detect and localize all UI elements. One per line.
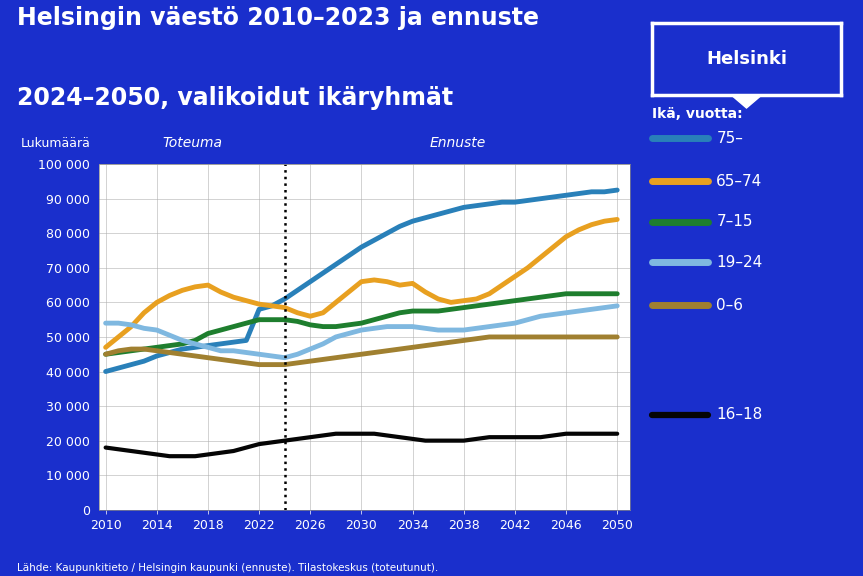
Text: 7–15: 7–15 xyxy=(716,214,753,229)
Text: Helsingin väestö 2010–2023 ja ennuste: Helsingin väestö 2010–2023 ja ennuste xyxy=(17,6,539,30)
Text: 75–: 75– xyxy=(716,131,743,146)
Text: 65–74: 65–74 xyxy=(716,174,763,189)
Polygon shape xyxy=(731,95,762,108)
Text: 0–6: 0–6 xyxy=(716,298,743,313)
Text: 2024–2050, valikoidut ikäryhmät: 2024–2050, valikoidut ikäryhmät xyxy=(17,86,453,111)
Text: Toteuma: Toteuma xyxy=(162,136,222,150)
Text: Ikä, vuotta:: Ikä, vuotta: xyxy=(652,107,742,120)
Text: Helsinki: Helsinki xyxy=(706,50,787,68)
Text: Ennuste: Ennuste xyxy=(429,136,486,150)
Text: Lukumäärä: Lukumäärä xyxy=(21,137,91,150)
Text: Lähde: Kaupunkitieto / Helsingin kaupunki (ennuste). Tilastokeskus (toteutunut).: Lähde: Kaupunkitieto / Helsingin kaupunk… xyxy=(17,563,438,573)
Text: 19–24: 19–24 xyxy=(716,255,763,270)
Text: 16–18: 16–18 xyxy=(716,407,763,422)
